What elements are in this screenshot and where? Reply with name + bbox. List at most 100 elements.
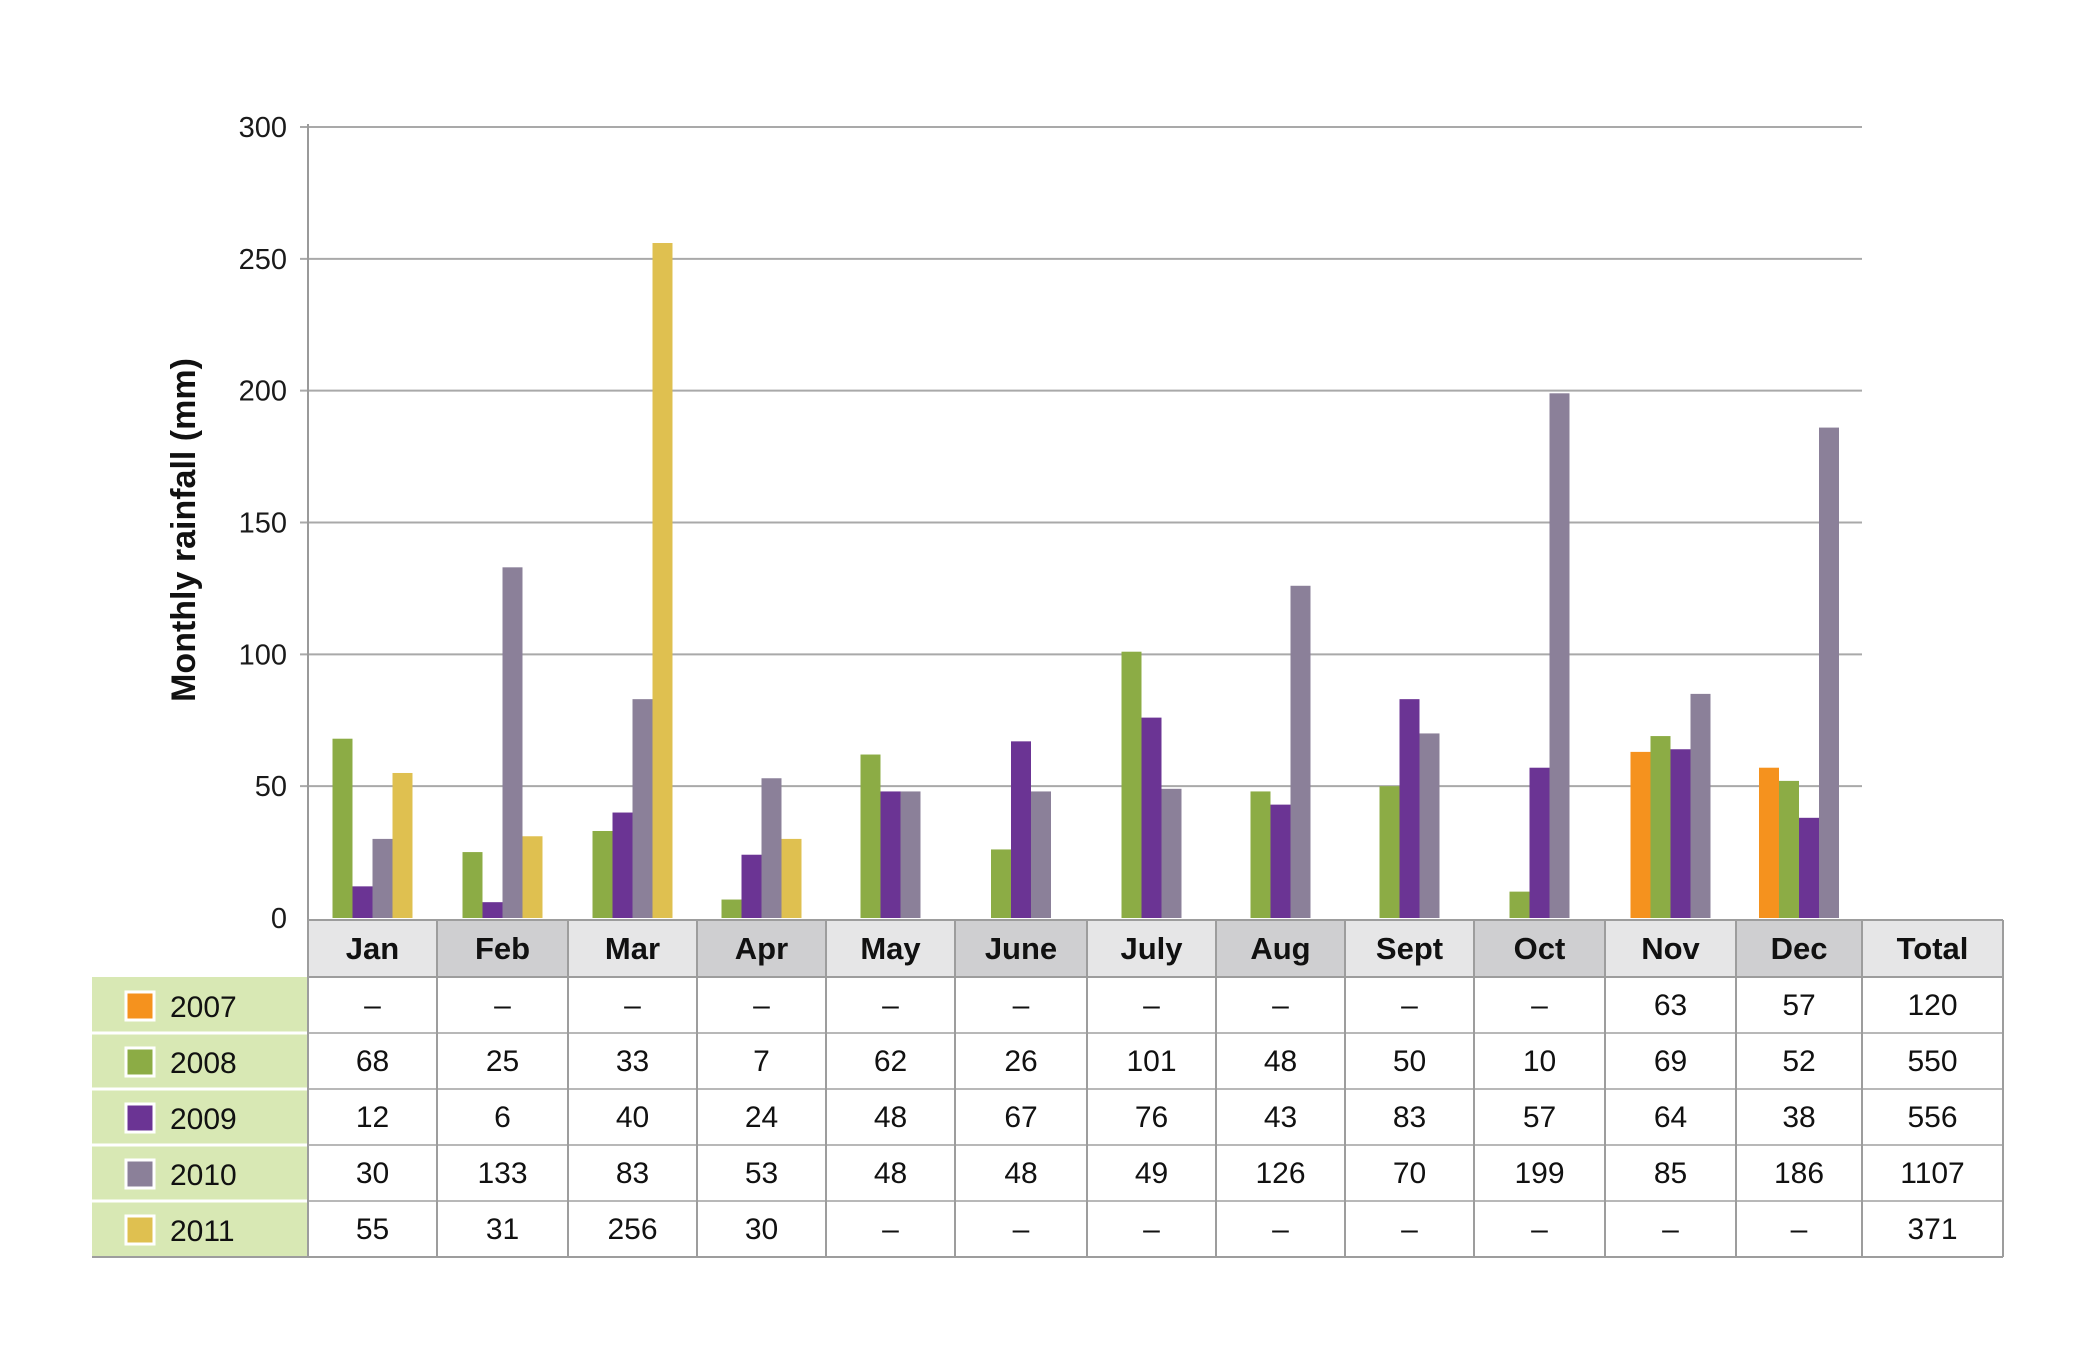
cell-value: 67 bbox=[1004, 1101, 1037, 1134]
bar-2007-nov bbox=[1630, 751, 1651, 918]
y-tick-label: 200 bbox=[239, 376, 287, 408]
legend-label-2009: 2009 bbox=[170, 1103, 237, 1136]
header-cell bbox=[1474, 920, 1605, 977]
legend-swatch-2009 bbox=[124, 1102, 156, 1134]
bar-2009-july bbox=[1141, 717, 1162, 918]
header-dec: Dec bbox=[1771, 931, 1828, 966]
cell-value: 26 bbox=[1004, 1045, 1037, 1078]
bar-2010-nov bbox=[1690, 693, 1711, 918]
bar-2010-june bbox=[1031, 791, 1051, 918]
cell-value: 126 bbox=[1255, 1157, 1305, 1190]
cell-value: – bbox=[364, 989, 381, 1022]
y-tick-label: 0 bbox=[271, 903, 287, 935]
bar-2008-nov bbox=[1650, 736, 1671, 918]
bar-2008-july bbox=[1121, 651, 1142, 918]
bar-2009-feb bbox=[482, 902, 503, 918]
data-table: Jan Feb Mar Apr May June July Aug Sept Oct Nov Dec T… bbox=[92, 919, 2004, 1258]
cell-total: 556 bbox=[1907, 1101, 1957, 1134]
y-tick-label: 150 bbox=[239, 508, 287, 540]
y-tick-label: 300 bbox=[239, 112, 287, 144]
bar-2009-apr bbox=[741, 854, 762, 918]
cell-value: – bbox=[1272, 989, 1289, 1022]
bar-2010-july bbox=[1161, 788, 1182, 918]
cell-value: – bbox=[753, 989, 770, 1022]
bar-2008-sept bbox=[1379, 786, 1400, 918]
cell-value: 30 bbox=[356, 1157, 389, 1190]
y-tick-label: 250 bbox=[239, 244, 287, 276]
cell-value: 40 bbox=[616, 1101, 649, 1134]
cell-value: 10 bbox=[1523, 1045, 1556, 1078]
cell-value: 63 bbox=[1654, 989, 1687, 1022]
cell-value: – bbox=[1013, 1213, 1030, 1246]
bar-2010-feb bbox=[502, 567, 523, 918]
bar-2009-nov bbox=[1670, 749, 1691, 918]
bar-2011-jan bbox=[392, 772, 413, 918]
cell-value: 199 bbox=[1514, 1157, 1564, 1190]
legend-swatch-2011 bbox=[124, 1214, 156, 1246]
cell-value: 55 bbox=[356, 1213, 389, 1246]
header-cell bbox=[1605, 920, 1736, 977]
header-sept: Sept bbox=[1376, 931, 1443, 966]
y-tick-label: 100 bbox=[239, 639, 287, 671]
bar-2009-sept bbox=[1399, 699, 1420, 918]
bar-2010-dec bbox=[1819, 427, 1839, 918]
bar-2008-may bbox=[860, 754, 881, 918]
cell-value: 64 bbox=[1654, 1101, 1687, 1134]
cell-value: 12 bbox=[356, 1101, 389, 1134]
y-axis: 0 50 100 150 200 250 300 bbox=[239, 112, 309, 935]
cell-value: – bbox=[1662, 1213, 1679, 1246]
cell-value: – bbox=[624, 989, 641, 1022]
cell-value: – bbox=[1401, 989, 1418, 1022]
bar-2010-aug bbox=[1290, 585, 1311, 918]
bar-2009-jan bbox=[352, 886, 373, 918]
legend-label-2011: 2011 bbox=[170, 1215, 235, 1248]
header-cell bbox=[437, 920, 568, 977]
header-cell bbox=[1736, 920, 1862, 977]
bar-2007-dec bbox=[1759, 767, 1779, 918]
bar-2009-aug bbox=[1270, 804, 1291, 918]
bar-2010-oct bbox=[1549, 393, 1570, 918]
cell-value: 48 bbox=[1004, 1157, 1037, 1190]
y-tick-label: 50 bbox=[255, 771, 287, 803]
bar-2008-apr bbox=[721, 899, 742, 918]
header-cell bbox=[308, 920, 437, 977]
cell-value: 48 bbox=[874, 1157, 907, 1190]
header-cell bbox=[697, 920, 826, 977]
bar-2011-feb bbox=[522, 836, 543, 918]
cell-value: 48 bbox=[874, 1101, 907, 1134]
bar-2008-dec bbox=[1779, 780, 1799, 918]
cell-value: 70 bbox=[1393, 1157, 1426, 1190]
cell-total: 120 bbox=[1907, 989, 1957, 1022]
header-cell bbox=[1862, 920, 2003, 977]
bar-2008-oct bbox=[1509, 891, 1530, 918]
cell-value: 83 bbox=[1393, 1101, 1426, 1134]
cell-value: 48 bbox=[1264, 1045, 1297, 1078]
header-cell bbox=[1345, 920, 1474, 977]
bar-2010-mar bbox=[632, 699, 653, 918]
header-mar: Mar bbox=[605, 931, 660, 966]
legend-swatch-2008 bbox=[124, 1046, 156, 1078]
y-axis-label: Monthly rainfall (mm) bbox=[165, 358, 203, 702]
cell-value: 25 bbox=[486, 1045, 519, 1078]
cell-value: 101 bbox=[1126, 1045, 1176, 1078]
bars bbox=[332, 243, 1839, 919]
cell-value: 186 bbox=[1774, 1157, 1824, 1190]
bar-2011-apr bbox=[781, 838, 802, 918]
cell-total: 550 bbox=[1907, 1045, 1957, 1078]
bar-2010-apr bbox=[761, 778, 782, 918]
cell-value: 68 bbox=[356, 1045, 389, 1078]
legend-swatch-2007 bbox=[124, 990, 156, 1022]
bar-2008-aug bbox=[1250, 791, 1271, 918]
cell-value: 30 bbox=[745, 1213, 778, 1246]
header-june: June bbox=[985, 931, 1057, 966]
cell-value: 133 bbox=[477, 1157, 527, 1190]
cell-value: – bbox=[882, 1213, 899, 1246]
bar-2009-may bbox=[880, 791, 901, 918]
legend-label-2010: 2010 bbox=[170, 1159, 237, 1192]
header-july: July bbox=[1120, 931, 1183, 966]
header-oct: Oct bbox=[1514, 931, 1566, 966]
cell-value: 49 bbox=[1135, 1157, 1168, 1190]
header-apr: Apr bbox=[735, 931, 788, 966]
cell-value: – bbox=[1143, 989, 1160, 1022]
